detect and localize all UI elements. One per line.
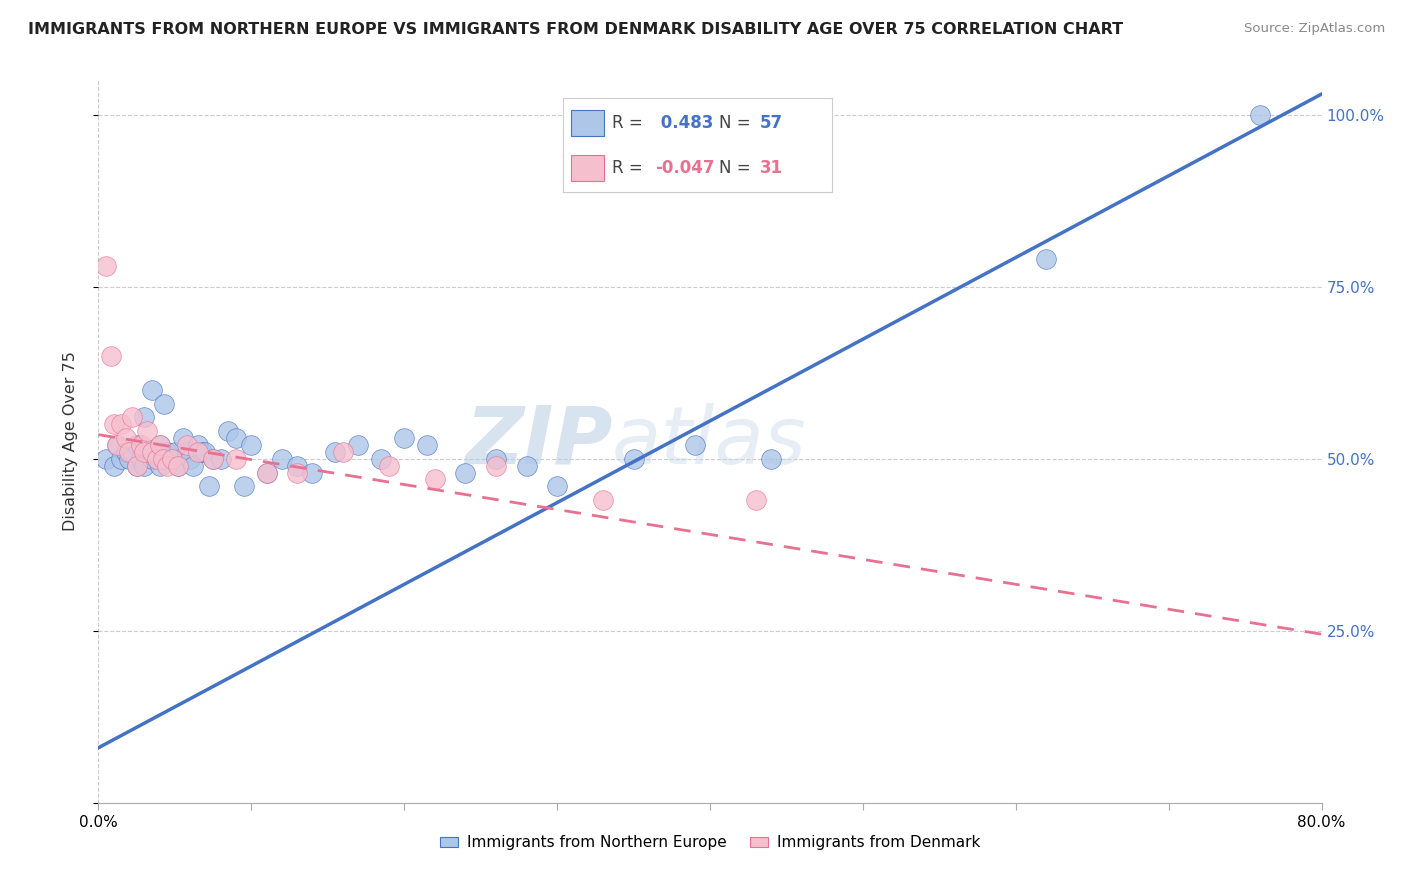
Point [149, 438, 172, 452]
Point [129, 438, 152, 452]
Point [1249, 108, 1271, 122]
Point [240, 438, 263, 452]
Point [115, 445, 138, 459]
Point [103, 458, 125, 473]
Point [325, 445, 347, 459]
Point [152, 451, 174, 466]
Point [485, 458, 508, 473]
Point [105, 438, 128, 452]
Point [136, 445, 159, 459]
Point [225, 451, 247, 466]
Point [332, 445, 354, 459]
Point [145, 451, 167, 466]
Point [392, 431, 416, 445]
Point [683, 438, 706, 452]
Point [153, 397, 176, 411]
Point [423, 472, 446, 486]
Point [416, 438, 439, 452]
Point [136, 424, 159, 438]
Point [485, 451, 508, 466]
Point [115, 431, 138, 445]
Point [156, 445, 179, 459]
Point [301, 466, 323, 480]
Point [105, 438, 128, 452]
Point [172, 431, 194, 445]
Point [141, 445, 163, 459]
Point [167, 458, 190, 473]
Point [759, 451, 782, 466]
Point [152, 451, 174, 466]
Point [134, 458, 156, 473]
Point [94, 451, 117, 466]
Point [134, 410, 156, 425]
Point [149, 458, 172, 473]
Point [121, 410, 143, 425]
Point [378, 458, 401, 473]
Point [110, 451, 132, 466]
Point [125, 458, 148, 473]
Point [454, 466, 477, 480]
Point [134, 445, 156, 459]
Point [121, 445, 143, 459]
Point [110, 417, 132, 432]
Point [370, 451, 392, 466]
Point [141, 451, 163, 466]
Point [285, 466, 308, 480]
Point [202, 451, 225, 466]
Point [141, 383, 163, 397]
Point [118, 451, 141, 466]
Text: ZIP: ZIP [465, 402, 612, 481]
Point [187, 445, 209, 459]
Legend: Immigrants from Northern Europe, Immigrants from Denmark: Immigrants from Northern Europe, Immigra… [433, 830, 987, 856]
Point [592, 493, 614, 508]
Point [256, 466, 278, 480]
Point [209, 451, 232, 466]
Point [194, 445, 217, 459]
Point [129, 451, 152, 466]
Point [176, 438, 198, 452]
Point [745, 493, 768, 508]
Point [187, 438, 209, 452]
Point [256, 466, 278, 480]
Y-axis label: Disability Age Over 75: Disability Age Over 75 [63, 351, 77, 532]
Text: Source: ZipAtlas.com: Source: ZipAtlas.com [1244, 22, 1385, 36]
Point [160, 451, 183, 466]
Point [217, 424, 239, 438]
Text: atlas: atlas [612, 402, 807, 481]
Point [179, 451, 201, 466]
Point [270, 451, 292, 466]
Point [516, 458, 538, 473]
Point [176, 445, 198, 459]
Point [285, 458, 308, 473]
Point [546, 479, 568, 493]
Point [125, 458, 148, 473]
Point [125, 438, 148, 452]
Point [145, 451, 167, 466]
Point [167, 458, 190, 473]
Point [347, 438, 370, 452]
Point [181, 458, 204, 473]
Point [103, 417, 125, 432]
Point [197, 479, 219, 493]
Point [149, 438, 172, 452]
Point [138, 445, 160, 459]
Point [225, 431, 247, 445]
Point [1035, 252, 1057, 267]
Point [191, 445, 214, 459]
Point [118, 445, 141, 459]
Point [163, 445, 186, 459]
Point [100, 349, 122, 363]
Point [160, 451, 183, 466]
Point [232, 479, 254, 493]
Point [623, 451, 645, 466]
Text: IMMIGRANTS FROM NORTHERN EUROPE VS IMMIGRANTS FROM DENMARK DISABILITY AGE OVER 7: IMMIGRANTS FROM NORTHERN EUROPE VS IMMIG… [28, 22, 1123, 37]
Point [202, 451, 225, 466]
Point [94, 259, 117, 273]
Point [156, 458, 179, 473]
